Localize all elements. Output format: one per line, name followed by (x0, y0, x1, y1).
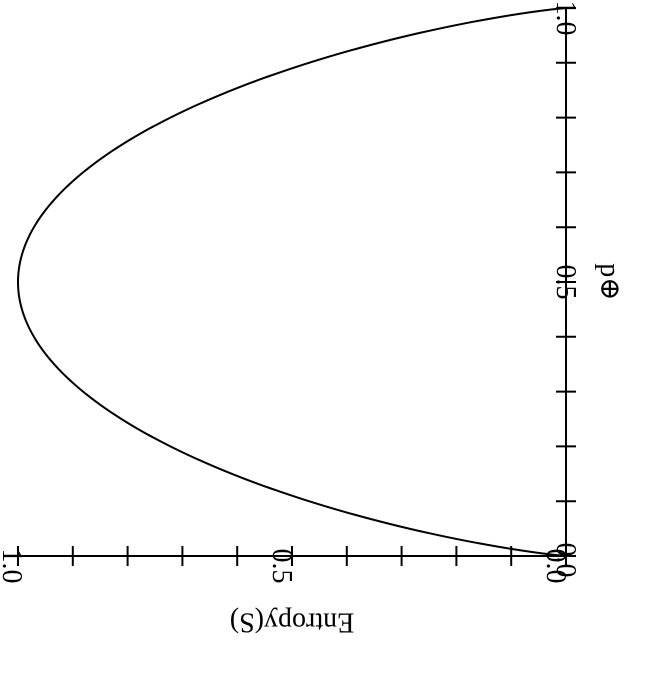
tick-marks (17, 7, 576, 566)
y-tick-label-2: 1.0 (0, 549, 27, 584)
y-tick-label-0: 0.0 (540, 549, 571, 584)
x-tick-label-1: 0.5 (550, 265, 581, 300)
x-tick-label-0: 0.0 (550, 543, 581, 578)
x-axis-label: p⊕ (594, 263, 625, 300)
x-tick-label-2: 1.0 (550, 1, 581, 36)
entropy-curve-line (16, 7, 567, 557)
y-axis-label: Entropy(S) (230, 607, 354, 638)
y-tick-label-1: 0.5 (266, 549, 297, 584)
